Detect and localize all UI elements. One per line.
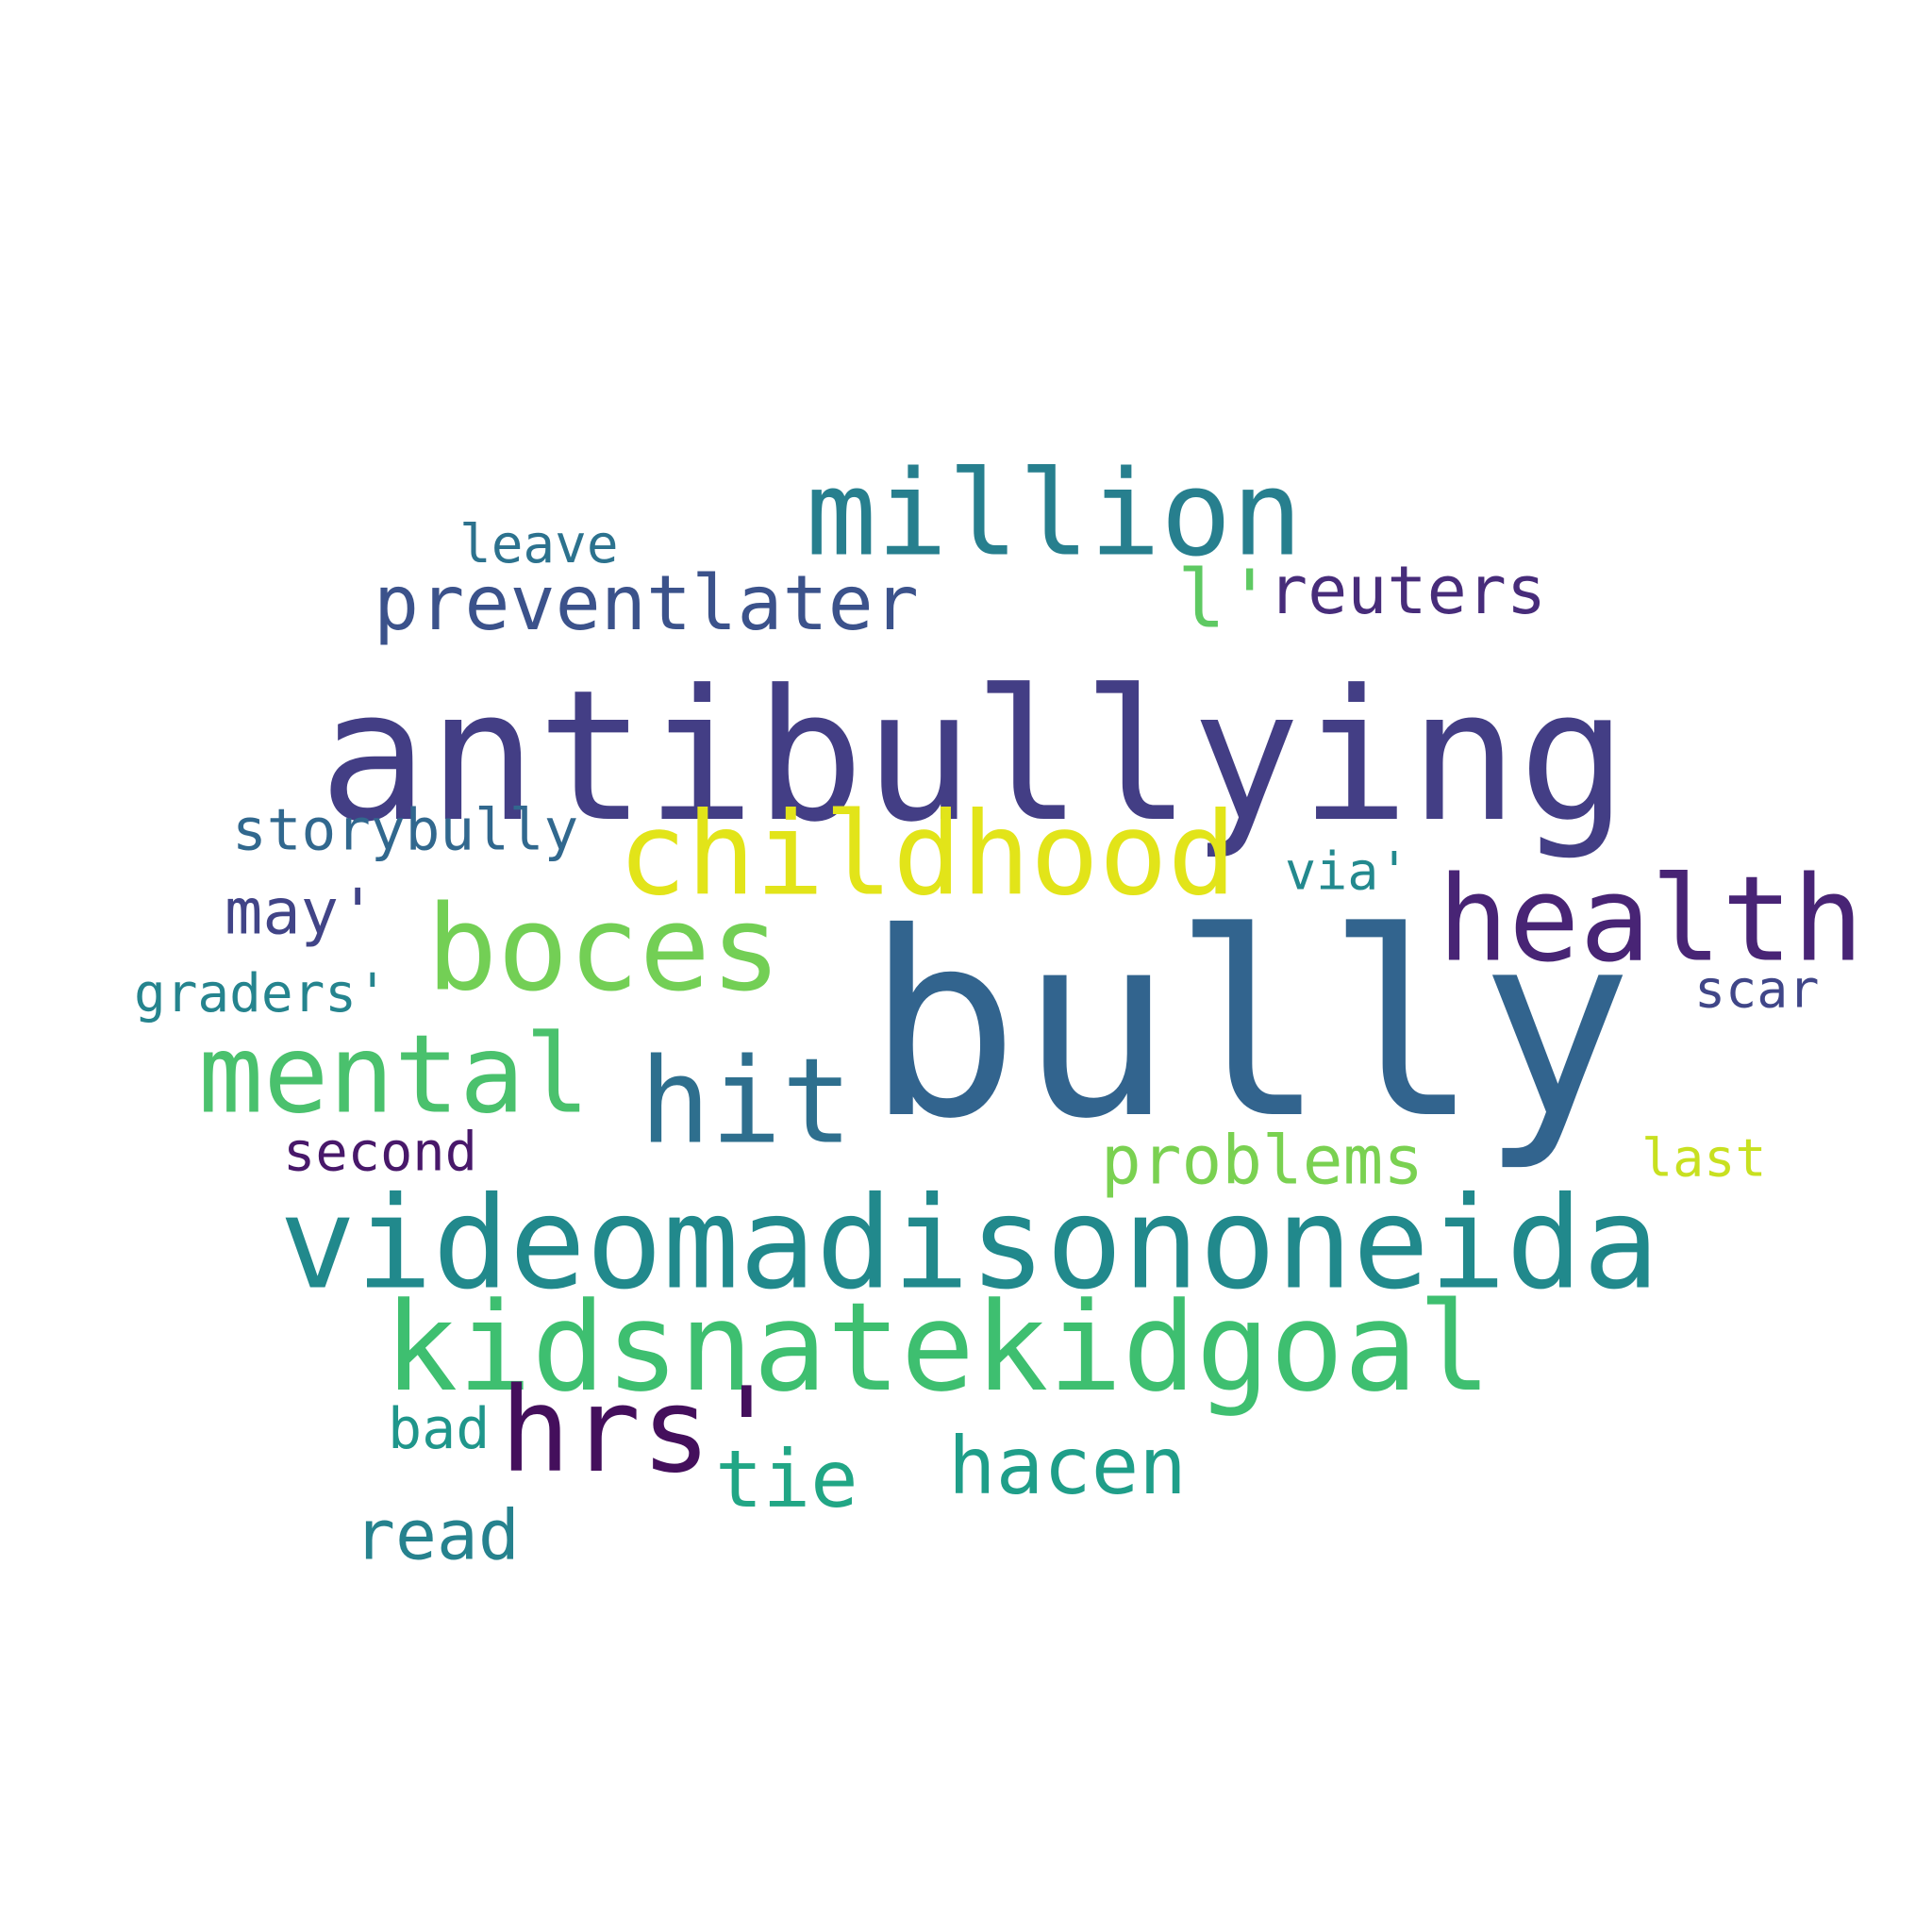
word-second: second [283,1121,477,1184]
word-hacen: hacen [948,1420,1187,1512]
word-last: last [1641,1127,1767,1189]
word-l: l' [1177,553,1274,647]
word-leave: leave [459,514,619,575]
word-read: read [354,1495,520,1576]
word-antibullying: antibullying [319,652,1628,862]
word-hrs: hrs' [500,1363,782,1499]
word-boces: boces [426,880,782,1018]
word-may: may' [225,874,377,949]
word-bad: bad [388,1396,491,1462]
word-million: million [806,445,1303,583]
word-storybully: storybully [232,796,579,864]
word-health: health [1438,851,1864,989]
word-scar: scar [1694,958,1820,1020]
word-hit: hit [640,1033,853,1171]
word-bully: bully [866,877,1633,1174]
word-preventlater: preventlater [374,559,919,647]
word-reuters: reuters [1268,552,1547,629]
word-tie: tie [715,1433,858,1525]
word-problems: problems [1101,1121,1424,1200]
word-kidsnatekidgoal: kidsnatekidgoal [384,1275,1491,1419]
word-childhood: childhood [618,788,1237,922]
word-mental: mental [198,1011,591,1139]
word-videomadisononeida: videomadisononeida [279,1169,1659,1318]
word-graders: graders' [134,963,389,1024]
word-via: via' [1285,841,1410,902]
